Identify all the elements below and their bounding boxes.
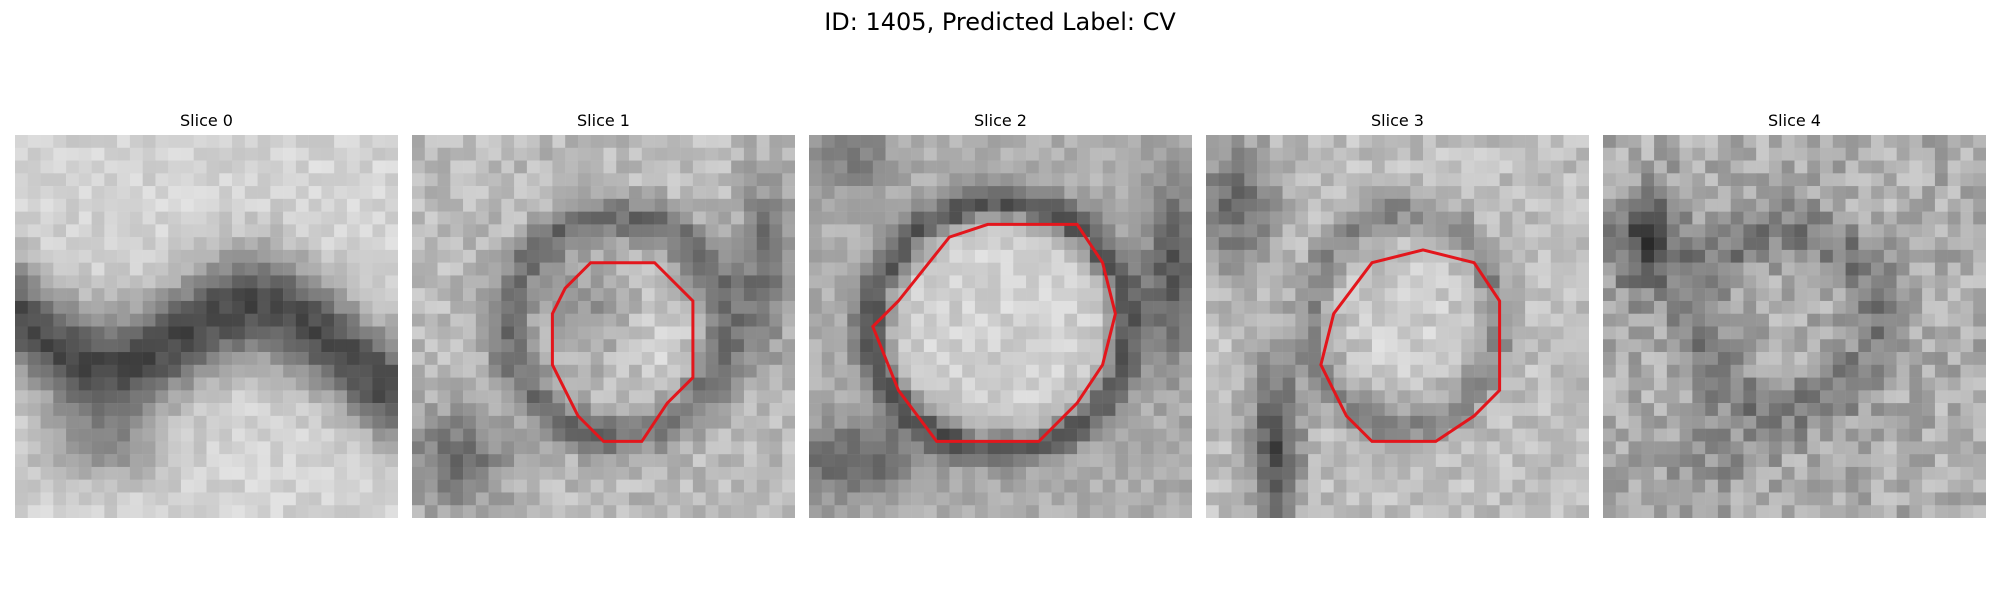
slice-4-pixels (1603, 135, 1986, 518)
slice-title-2: Slice 2 (974, 111, 1027, 130)
slice-1-pixels (412, 135, 795, 518)
slice-1-contour (550, 261, 695, 443)
slice-panel-2: Slice 2 (809, 107, 1192, 518)
figure-title: ID: 1405, Predicted Label: CV (824, 8, 1176, 36)
slice-3-pixels (1206, 135, 1589, 518)
slice-0-image (15, 135, 398, 518)
slice-3-image (1206, 135, 1589, 518)
slice-2-image (809, 135, 1192, 518)
slice-4-image (1603, 135, 1986, 518)
slice-title-4: Slice 4 (1768, 111, 1821, 130)
slice-title-3: Slice 3 (1371, 111, 1424, 130)
slice-panel-4: Slice 4 (1603, 107, 1986, 518)
slice-panel-3: Slice 3 (1206, 107, 1589, 518)
slice-2-contour (871, 222, 1117, 443)
slice-title-1: Slice 1 (577, 111, 630, 130)
slice-3-contour (1319, 248, 1502, 443)
slice-2-pixels (809, 135, 1192, 518)
slice-panel-0: Slice 0 (15, 107, 398, 518)
slice-0-pixels (15, 135, 398, 518)
slice-title-0: Slice 0 (180, 111, 233, 130)
slice-1-image (412, 135, 795, 518)
slice-panel-1: Slice 1 (412, 107, 795, 518)
